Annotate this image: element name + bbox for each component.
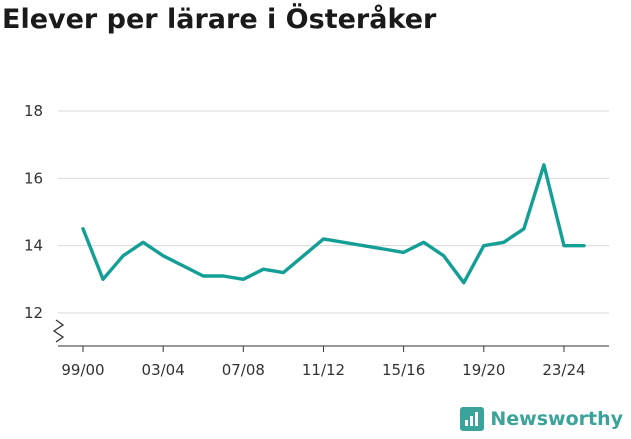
brand-logo: Newsworthy bbox=[460, 407, 623, 431]
x-tick-label: 19/20 bbox=[462, 361, 505, 379]
x-tick-label: 99/00 bbox=[61, 361, 104, 379]
series-line bbox=[81, 163, 586, 285]
series-group bbox=[81, 163, 586, 285]
y-tick-label: 16 bbox=[24, 169, 43, 187]
x-tick-label: 07/08 bbox=[222, 361, 265, 379]
axis-break-icon bbox=[52, 319, 65, 343]
x-axis bbox=[52, 319, 609, 352]
brand-name: Newsworthy bbox=[490, 408, 623, 430]
chart-title: Elever per lärare i Österåker bbox=[2, 4, 437, 35]
newsworthy-logo-icon bbox=[460, 407, 485, 431]
x-tick-label: 11/12 bbox=[302, 361, 345, 379]
x-axis-labels: 99/00 03/04 07/08 11/12 15/16 19/20 23/24 bbox=[61, 361, 585, 379]
y-tick-label: 12 bbox=[24, 304, 43, 322]
x-tick-label: 03/04 bbox=[142, 361, 185, 379]
y-tick-label: 14 bbox=[24, 237, 43, 255]
x-tick-label: 15/16 bbox=[382, 361, 425, 379]
grid-lines bbox=[58, 110, 609, 314]
y-axis-labels: 12 14 16 18 bbox=[24, 102, 43, 322]
y-tick-label: 18 bbox=[24, 102, 43, 120]
x-tick-label: 23/24 bbox=[542, 361, 585, 379]
